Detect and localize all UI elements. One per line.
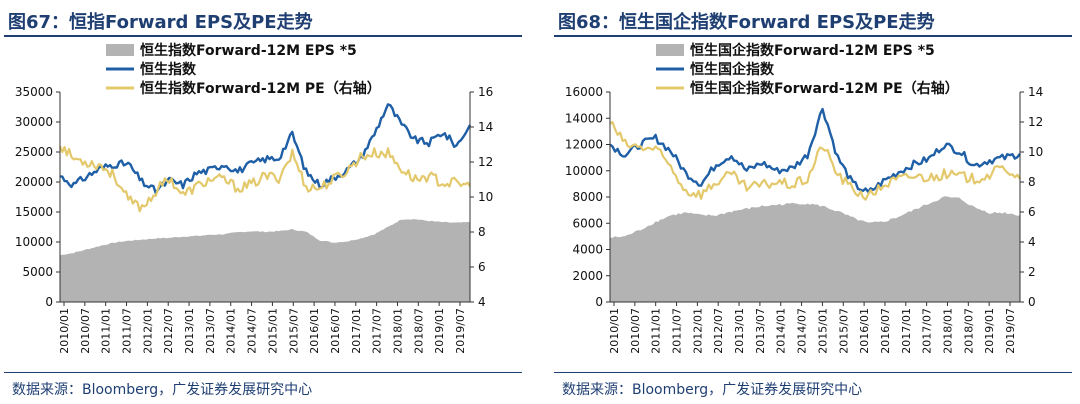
title-divider xyxy=(554,35,1072,37)
eps-area xyxy=(60,219,470,302)
left-tick-label: 6000 xyxy=(572,216,603,230)
right-tick-label: 10 xyxy=(1028,145,1043,159)
x-tick-label: 2015/01 xyxy=(266,308,279,354)
left-tick-label: 12000 xyxy=(565,138,603,152)
eps-area xyxy=(610,196,1020,302)
right-tick-label: 8 xyxy=(1028,175,1036,189)
x-tick-label: 2019/01 xyxy=(983,308,996,354)
right-tick-label: 12 xyxy=(1028,115,1043,129)
left-tick-label: 8000 xyxy=(572,190,603,204)
right-tick-label: 14 xyxy=(1028,85,1043,99)
left-tick-label: 10000 xyxy=(15,235,53,249)
hsi-chart: 恒生指数Forward-12M EPS *5 恒生指数恒生指数Forward-12… xyxy=(15,42,493,354)
x-tick-label: 2011/01 xyxy=(650,308,663,354)
x-tick-label: 2014/01 xyxy=(225,308,238,354)
x-tick-label: 2011/07 xyxy=(671,308,684,354)
right-tick-label: 10 xyxy=(478,190,493,204)
x-tick-label: 2014/07 xyxy=(796,308,809,354)
legend-label: 恒生国企指数Forward-12M PE（右轴） xyxy=(690,80,959,97)
x-tick-label: 2018/01 xyxy=(391,308,404,354)
source-note: 数据来源：Bloomberg，广发证券发展研究中心 xyxy=(12,382,313,398)
x-tick-label: 2013/07 xyxy=(204,308,217,354)
source-note: 数据来源：Bloomberg，广发证券发展研究中心 xyxy=(562,382,863,398)
x-tick-label: 2013/01 xyxy=(183,308,196,354)
left-tick-label: 4000 xyxy=(572,243,603,257)
x-tick-label: 2019/07 xyxy=(454,308,467,354)
left-tick-label: 30000 xyxy=(15,115,53,129)
chart-panel-hsi: 图67：恒指Forward EPS及PE走势 恒生指数Forward-12M E… xyxy=(0,0,530,404)
x-tick-label: 2010/07 xyxy=(629,308,642,354)
right-tick-label: 2 xyxy=(1028,265,1036,279)
x-tick-label: 2015/01 xyxy=(816,308,829,354)
x-tick-label: 2011/01 xyxy=(100,308,113,354)
legend-label: 恒生国企指数Forward-12M EPS *5 xyxy=(690,42,935,59)
x-tick-label: 2018/07 xyxy=(962,308,975,354)
x-tick-label: 2013/01 xyxy=(733,308,746,354)
left-tick-label: 16000 xyxy=(565,85,603,99)
source-divider xyxy=(554,372,1072,373)
left-tick-label: 5000 xyxy=(22,265,53,279)
figure-title: 图68：恒生国企指数Forward EPS及PE走势 xyxy=(558,12,935,33)
x-tick-label: 2012/07 xyxy=(712,308,725,354)
x-tick-label: 2011/07 xyxy=(121,308,134,354)
left-tick-label: 0 xyxy=(595,295,603,309)
x-tick-label: 2016/01 xyxy=(308,308,321,354)
index-line xyxy=(59,103,472,195)
x-tick-label: 2012/01 xyxy=(691,308,704,354)
x-tick-label: 2012/01 xyxy=(141,308,154,354)
title-divider xyxy=(4,35,522,37)
right-tick-label: 16 xyxy=(478,85,493,99)
chart-panel-hscei: 图68：恒生国企指数Forward EPS及PE走势 恒生国企指数Forward… xyxy=(550,0,1080,404)
x-tick-label: 2016/01 xyxy=(858,308,871,354)
x-tick-label: 2010/07 xyxy=(79,308,92,354)
pe-line xyxy=(609,121,1021,201)
right-tick-label: 8 xyxy=(478,225,486,239)
x-tick-label: 2019/07 xyxy=(1004,308,1017,354)
left-tick-label: 14000 xyxy=(565,111,603,125)
x-tick-label: 2016/07 xyxy=(329,308,342,354)
x-tick-label: 2017/07 xyxy=(371,308,384,354)
legend-label: 恒生指数Forward-12M EPS *5 xyxy=(140,42,357,59)
left-tick-label: 10000 xyxy=(565,164,603,178)
x-tick-label: 2017/07 xyxy=(921,308,934,354)
x-tick-label: 2013/07 xyxy=(754,308,767,354)
index-line xyxy=(609,107,1021,193)
left-tick-label: 20000 xyxy=(15,175,53,189)
left-tick-label: 2000 xyxy=(572,269,603,283)
x-tick-label: 2014/01 xyxy=(775,308,788,354)
x-tick-label: 2019/01 xyxy=(433,308,446,354)
figure-title: 图67：恒指Forward EPS及PE走势 xyxy=(8,12,313,33)
x-tick-label: 2018/07 xyxy=(412,308,425,354)
left-tick-label: 35000 xyxy=(15,85,53,99)
x-tick-label: 2016/07 xyxy=(879,308,892,354)
legend-swatch xyxy=(656,44,684,56)
x-tick-label: 2010/01 xyxy=(58,308,71,354)
source-divider xyxy=(4,372,522,373)
legend-label: 恒生指数 xyxy=(140,61,197,78)
x-tick-label: 2017/01 xyxy=(900,308,913,354)
pe-line xyxy=(58,145,471,213)
x-tick-label: 2010/01 xyxy=(608,308,621,354)
right-tick-label: 6 xyxy=(1028,205,1036,219)
legend-label: 恒生国企指数 xyxy=(690,61,775,78)
right-tick-label: 12 xyxy=(478,155,493,169)
right-tick-label: 6 xyxy=(478,260,486,274)
x-tick-label: 2017/01 xyxy=(350,308,363,354)
left-tick-label: 25000 xyxy=(15,145,53,159)
x-tick-label: 2018/01 xyxy=(941,308,954,354)
x-tick-label: 2015/07 xyxy=(837,308,850,354)
x-tick-label: 2012/07 xyxy=(162,308,175,354)
x-tick-label: 2015/07 xyxy=(287,308,300,354)
right-tick-label: 14 xyxy=(478,120,493,134)
right-tick-label: 0 xyxy=(1028,295,1036,309)
right-tick-label: 4 xyxy=(1028,235,1036,249)
left-tick-label: 0 xyxy=(45,295,53,309)
legend-swatch xyxy=(106,44,134,56)
x-tick-label: 2014/07 xyxy=(246,308,259,354)
left-tick-label: 15000 xyxy=(15,205,53,219)
hscei-chart: 恒生国企指数Forward-12M EPS *5 恒生国企指数恒生国企指数Forw… xyxy=(565,42,1043,354)
legend-label: 恒生指数Forward-12M PE（右轴） xyxy=(140,80,381,97)
right-tick-label: 4 xyxy=(478,295,486,309)
